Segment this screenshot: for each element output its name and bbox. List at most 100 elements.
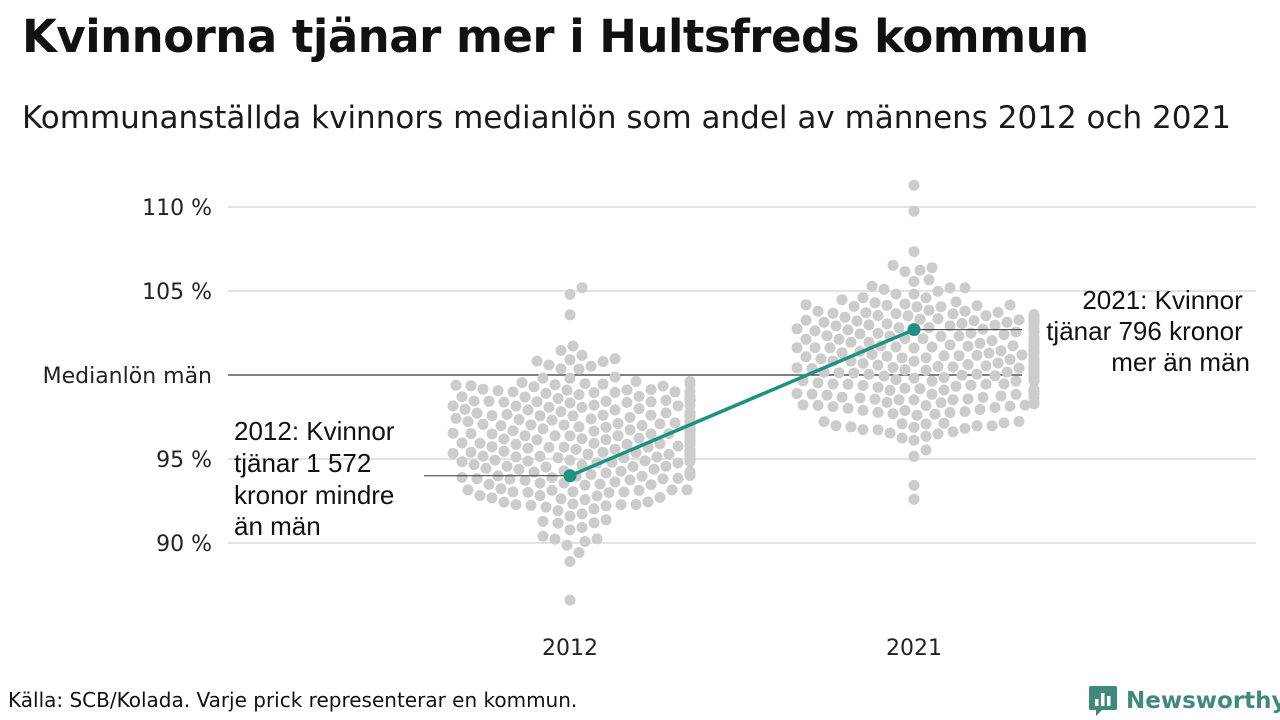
annotation-2021-line-1: 2021: Kvinnor [1082,285,1243,315]
dot-2021 [926,262,938,274]
dot-2021 [857,404,869,416]
dot-2021 [872,406,884,418]
dot-2021 [971,420,983,432]
dot-2012 [447,427,459,439]
dot-2012 [597,356,609,367]
dot-2012 [552,452,564,464]
dot-2012 [456,456,468,468]
dot-2021 [914,313,926,325]
dot-2021 [956,369,968,381]
dot-2012 [474,437,486,449]
dot-2021 [812,399,824,411]
dot-2021 [800,351,812,363]
dot-2021 [923,322,935,334]
dot-2012 [609,371,621,383]
dot-2021 [1010,375,1022,387]
dot-2021 [887,259,899,271]
dot-2012 [609,476,621,488]
dot-2021 [920,430,932,442]
dot-2012 [624,474,636,486]
dot-2012 [591,533,603,545]
source-note: Källa: SCB/Kolada. Varje prick represent… [8,688,578,712]
dot-2012 [537,423,549,435]
dot-2012 [456,437,468,449]
annotation-2012-line-3: kronor mindre [234,480,394,510]
dot-2012 [591,490,603,502]
dot-2021 [926,388,938,400]
dot-2012 [573,421,585,433]
dot-2021 [809,342,821,354]
dot-2021 [869,393,881,405]
dot-2012 [609,386,621,398]
dot-2021 [827,378,839,390]
dot-2012 [681,484,693,496]
dot-2021 [935,330,947,342]
dot-2012 [657,380,669,392]
dot-2021 [908,355,920,367]
dot-2021 [962,393,974,405]
y-tick-label-105: 105 % [142,280,212,305]
dot-2012 [597,409,609,421]
dot-2012 [633,484,645,496]
dot-2021 [962,359,974,370]
dot-2012 [630,376,642,387]
dot-2021 [896,418,908,430]
brand-name: Newsworthy [1126,688,1280,714]
dot-2021 [908,421,920,433]
dot-2021 [908,288,920,300]
dot-2012 [519,474,531,486]
dot-2021 [848,367,860,379]
dot-2021 [974,404,986,415]
dot-2021 [908,450,920,462]
dot-2012 [456,391,468,403]
dot-2012 [489,454,501,466]
annotation-2012-line-4: än män [234,511,321,541]
dot-2021 [938,384,950,396]
dot-2021 [899,382,911,394]
dot-2021 [995,345,1007,357]
annotation-2012: 2012: Kvinnor tjänar 1 572 kronor mindre… [234,416,402,541]
dot-2021 [920,352,932,364]
dot-2021 [1004,400,1016,412]
dot-2012 [498,445,510,457]
dot-2012 [684,466,696,478]
dot-2021 [923,274,935,286]
dot-2012 [504,473,516,485]
dot-2012 [546,484,558,496]
dot-2012 [645,384,657,396]
dot-2012 [465,380,477,392]
dot-2021 [860,307,872,319]
dot-2021 [791,323,803,335]
dot-2012 [615,465,627,477]
dot-2012 [567,498,579,510]
dot-2021 [842,378,854,390]
highlight-point-2012 [563,469,577,483]
dot-2012 [660,460,672,472]
dot-2012 [462,484,474,496]
dot-2012 [621,384,633,396]
dot-2012 [546,414,558,426]
dot-2012 [636,470,648,482]
dot-2012 [573,363,585,375]
dot-2021 [998,417,1010,429]
dot-2021 [911,301,923,313]
dot-2021 [824,342,836,354]
dot-2012 [588,425,600,437]
dot-2021 [920,418,932,430]
dot-2012 [471,407,483,419]
dot-2021 [863,336,875,348]
dot-2021 [926,341,938,353]
dot-2012 [507,425,519,437]
dot-2021 [959,305,971,317]
dot-2012 [537,530,549,542]
dot-2012 [555,363,567,375]
dot-2012 [513,414,525,426]
dot-2021 [938,350,950,362]
dot-2012 [564,430,576,442]
dot-2021 [908,276,920,287]
beeswarm-chart: 2012: Kvinnor tjänar 1 572 kronor mindre… [43,179,1256,661]
dot-2012 [573,389,585,401]
dot-2021 [896,352,908,364]
dot-2021 [821,330,833,342]
gridlines [228,206,1256,544]
